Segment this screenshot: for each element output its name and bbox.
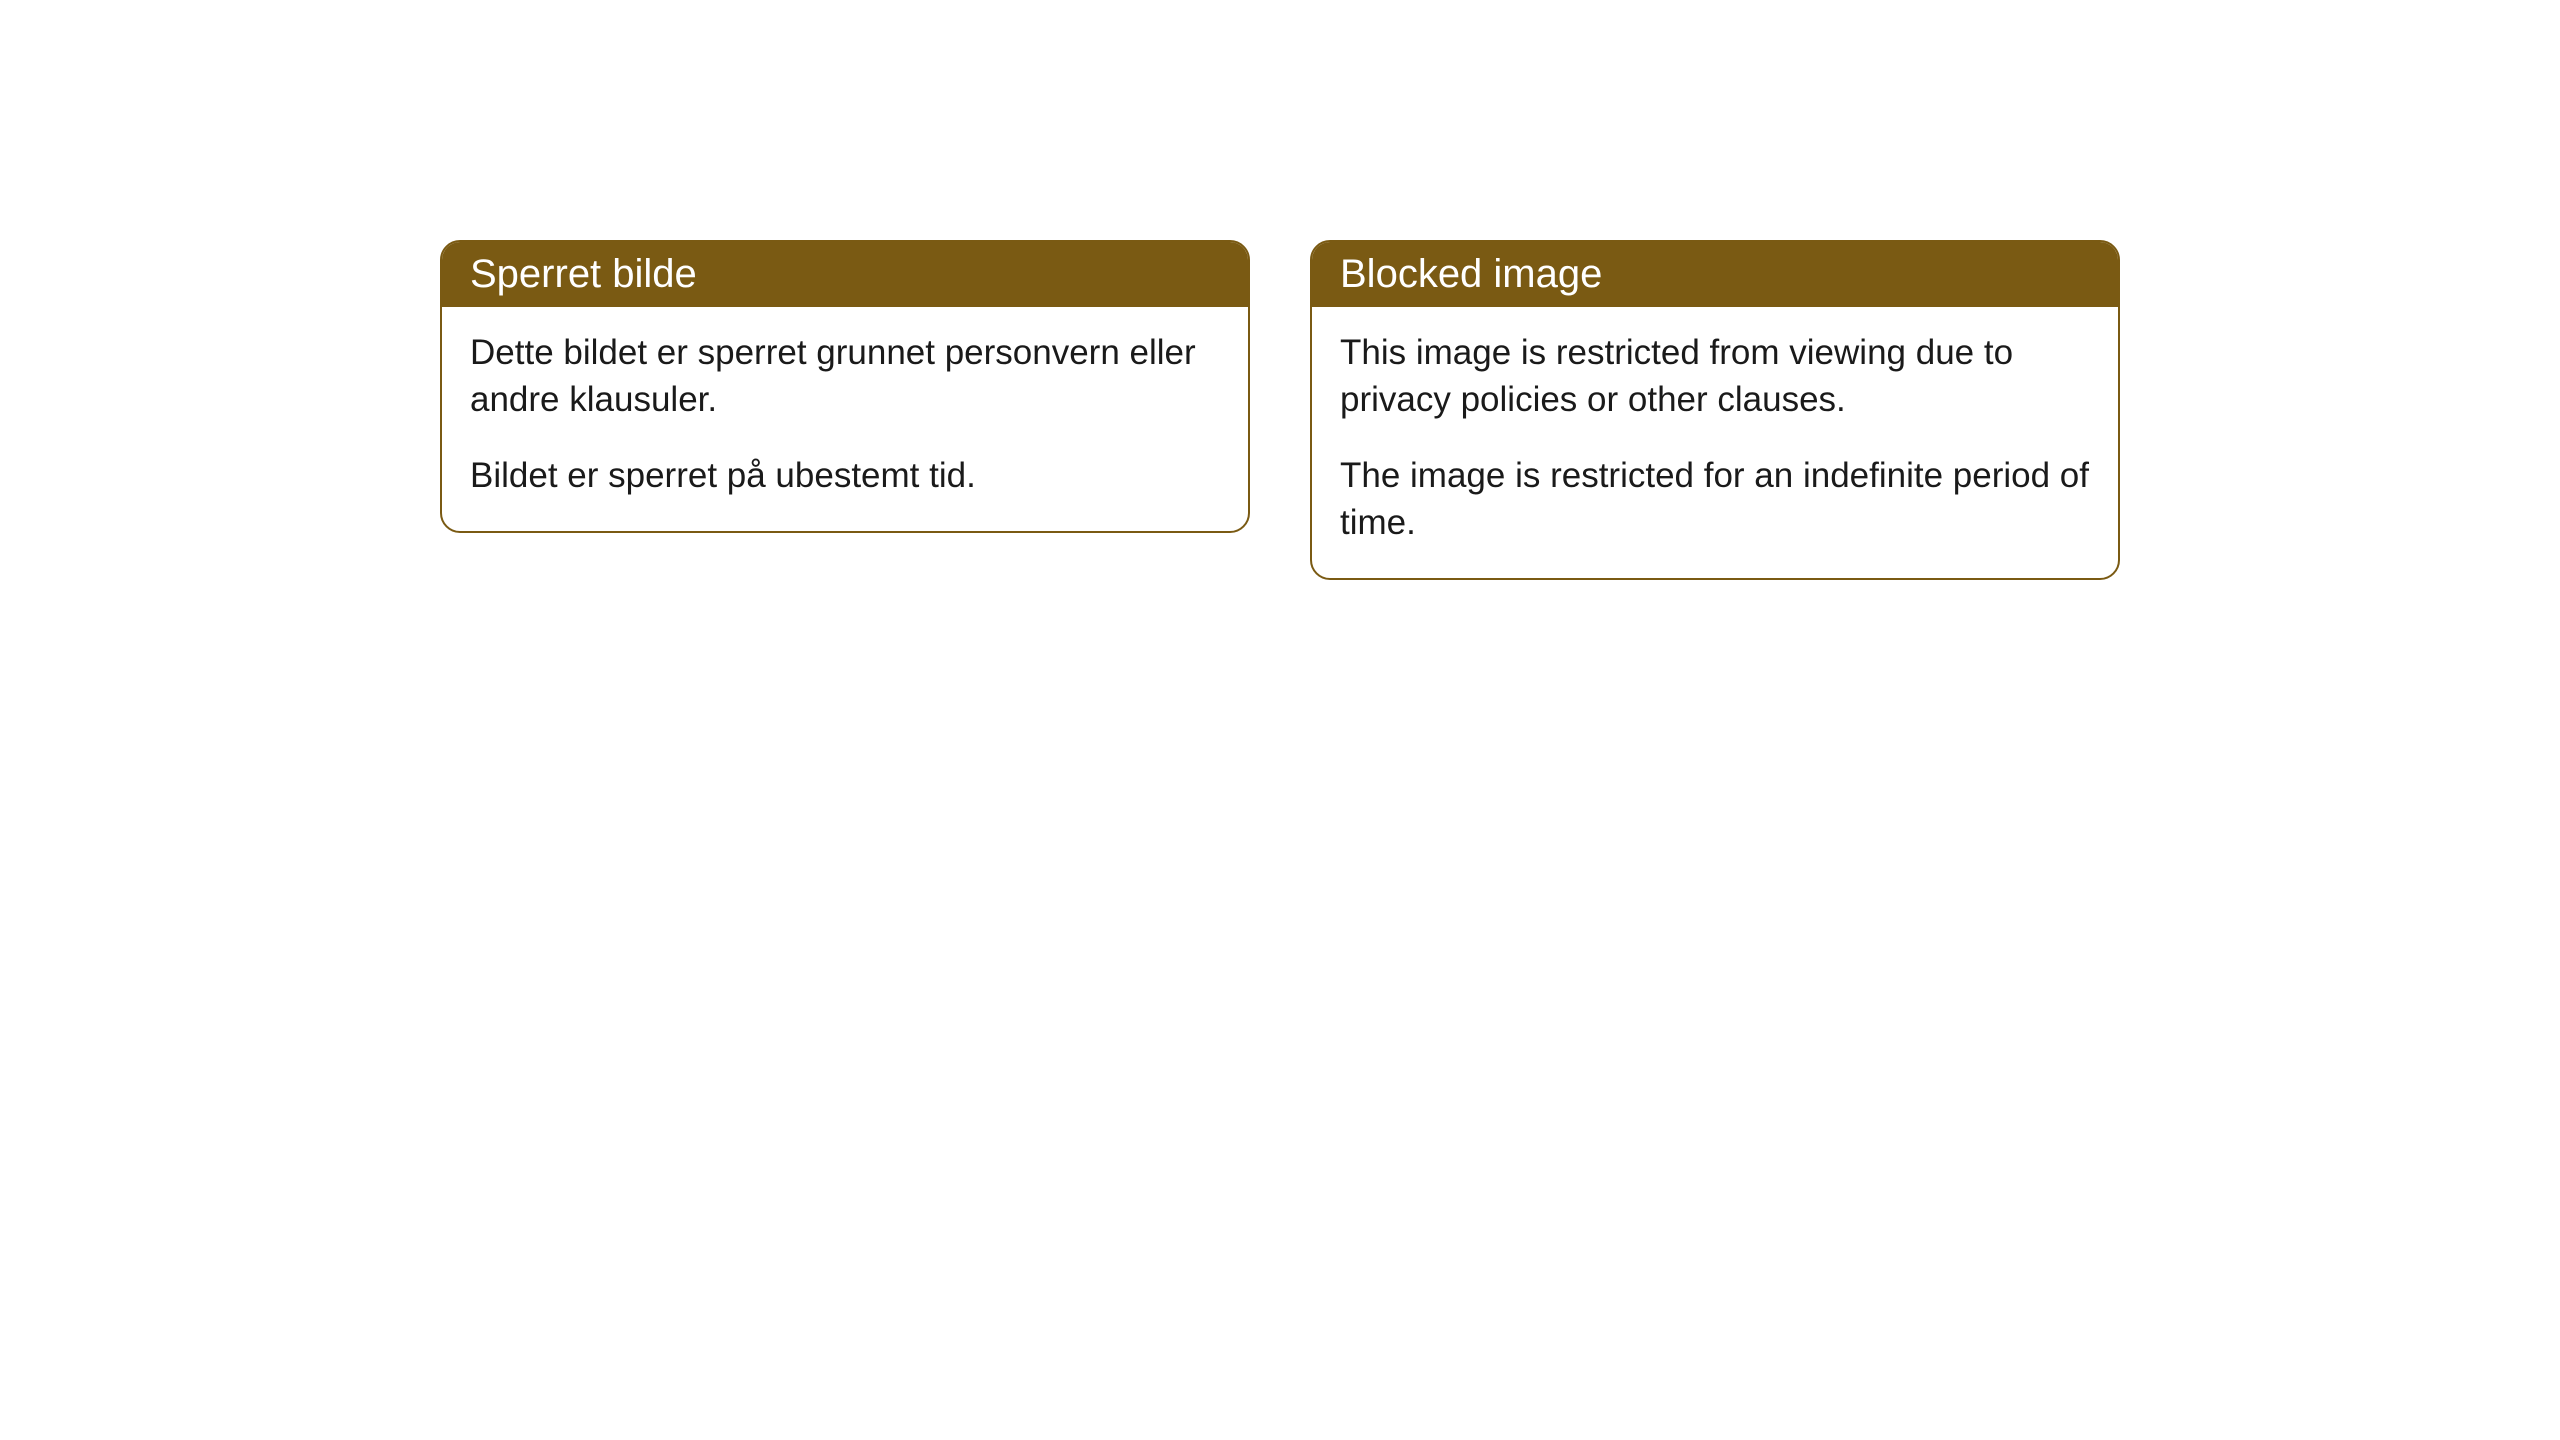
card-body-norwegian: Dette bildet er sperret grunnet personve… (442, 307, 1248, 531)
blocked-image-card-norwegian: Sperret bilde Dette bildet er sperret gr… (440, 240, 1250, 533)
card-header-norwegian: Sperret bilde (442, 242, 1248, 307)
card-title-english: Blocked image (1340, 252, 1602, 296)
card-paragraph-english-2: The image is restricted for an indefinit… (1340, 452, 2090, 547)
card-title-norwegian: Sperret bilde (470, 252, 697, 296)
card-paragraph-norwegian-2: Bildet er sperret på ubestemt tid. (470, 452, 1220, 499)
card-header-english: Blocked image (1312, 242, 2118, 307)
card-paragraph-english-1: This image is restricted from viewing du… (1340, 329, 2090, 424)
card-paragraph-norwegian-1: Dette bildet er sperret grunnet personve… (470, 329, 1220, 424)
card-body-english: This image is restricted from viewing du… (1312, 307, 2118, 578)
blocked-image-card-english: Blocked image This image is restricted f… (1310, 240, 2120, 580)
